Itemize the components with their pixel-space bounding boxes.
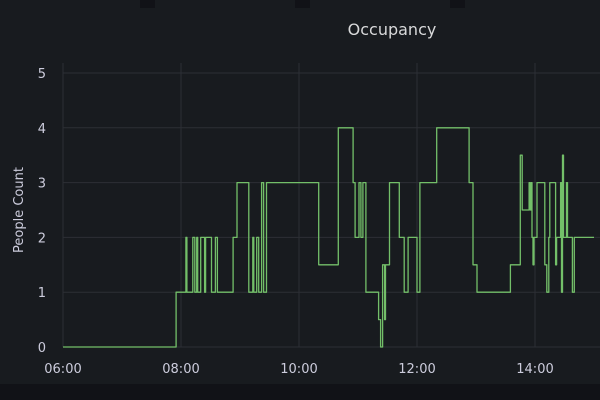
bottom-panel-edge	[0, 384, 600, 400]
x-tick-label: 08:00	[162, 362, 199, 377]
y-tick-label: 0	[38, 341, 46, 356]
y-axis: 0 1 2 3 4 5	[38, 67, 46, 356]
y-tick-label: 3	[38, 177, 46, 192]
x-axis: 06:00 08:00 10:00 12:00 14:00	[44, 362, 553, 377]
x-tick-label: 06:00	[44, 362, 81, 377]
y-tick-label: 2	[38, 231, 46, 246]
y-tick-label: 4	[38, 122, 46, 137]
x-tick-label: 12:00	[398, 362, 435, 377]
grid	[62, 63, 600, 348]
series-group	[63, 127, 594, 348]
top-panel-edge	[0, 0, 600, 8]
series-line	[63, 127, 594, 348]
chart-title: Occupancy	[347, 20, 437, 39]
y-tick-label: 1	[38, 286, 46, 301]
x-tick-label: 10:00	[280, 362, 317, 377]
y-tick-label: 5	[38, 67, 46, 82]
y-axis-label: People Count	[12, 167, 27, 253]
x-tick-label: 14:00	[516, 362, 553, 377]
